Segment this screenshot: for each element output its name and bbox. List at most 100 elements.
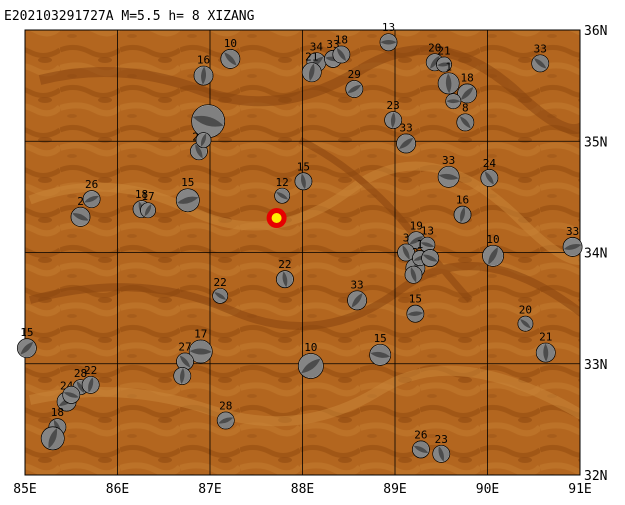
lon-tick-label: 86E [106, 482, 129, 497]
focal-mechanism [70, 206, 91, 227]
depth-label: 19 [410, 219, 423, 232]
depth-label: 18 [335, 33, 348, 46]
depth-label: 10 [304, 341, 317, 354]
compressional-quadrant [370, 351, 391, 365]
depth-label: 18 [51, 406, 64, 419]
focal-mechanism [369, 343, 392, 366]
compressional-quadrant [481, 171, 494, 186]
focal-mechanism [175, 188, 200, 213]
compressional-quadrant [41, 427, 58, 449]
lon-tick-label: 91E [568, 482, 591, 497]
depth-label: 34 [310, 40, 324, 53]
main-event-marker [266, 208, 287, 229]
focal-mechanism [345, 80, 364, 98]
focal-mechanism [176, 352, 194, 371]
compressional-quadrant [174, 367, 185, 384]
depth-label: 17 [141, 190, 154, 203]
compressional-quadrant [176, 189, 199, 204]
compressional-quadrant [405, 267, 417, 283]
focal-mechanism [384, 111, 403, 130]
compressional-quadrant [213, 292, 227, 303]
focal-mechanism [437, 165, 460, 188]
focal-mechanism [437, 72, 460, 95]
focal-mechanism [406, 304, 425, 323]
compressional-quadrant [437, 57, 451, 67]
lat-tick-label: 34N [584, 247, 607, 262]
depth-label: 26 [414, 428, 427, 441]
focal-mechanism [457, 83, 478, 104]
compressional-quadrant [275, 192, 289, 203]
depth-label: 22 [278, 258, 291, 271]
focal-mechanism [81, 375, 100, 394]
depth-label: 18 [461, 71, 474, 84]
compressional-quadrant [536, 343, 549, 362]
focal-mechanism [191, 104, 226, 139]
depth-label: 22 [84, 364, 97, 377]
depth-label: 28 [74, 367, 87, 380]
depth-label: 15 [181, 176, 194, 189]
compressional-quadrant [433, 446, 445, 462]
focal-mechanism [411, 440, 430, 459]
depth-label: 10 [224, 37, 237, 50]
focal-mechanism [332, 45, 351, 64]
focal-mechanism [445, 93, 462, 110]
focal-mechanism [379, 33, 398, 52]
compressional-quadrant [276, 271, 288, 288]
focal-mechanism [62, 385, 81, 404]
compressional-quadrant [438, 73, 452, 94]
compressional-quadrant [192, 115, 224, 138]
depth-label: 23 [387, 99, 400, 112]
compressional-quadrant [17, 339, 34, 355]
depth-label: 20 [519, 304, 532, 317]
compressional-quadrant [196, 133, 207, 147]
compressional-quadrant [457, 116, 471, 131]
depth-label: 16 [456, 194, 469, 207]
compressional-quadrant [483, 245, 498, 265]
compressional-quadrant [82, 376, 94, 393]
focal-mechanism [453, 205, 472, 224]
compressional-quadrant [302, 63, 315, 82]
focal-mechanism [274, 187, 291, 204]
compressional-quadrant [217, 412, 234, 424]
compressional-quadrant [190, 144, 203, 160]
compressional-quadrant [385, 112, 396, 129]
focal-mechanism [82, 190, 101, 209]
depth-label: 33 [399, 121, 412, 134]
depth-label: 24 [483, 157, 497, 170]
map-header: E202103291727A M=5.5 h= 8 XIZANG [4, 9, 255, 24]
compressional-quadrant [380, 40, 397, 51]
compressional-quadrant [446, 99, 461, 109]
depth-label: 21 [305, 50, 318, 63]
focal-mechanism [535, 342, 556, 363]
depth-label: 20 [428, 41, 441, 54]
lat-tick-label: 33N [584, 358, 607, 373]
focal-mechanism [436, 56, 452, 73]
axis-tick-labels: 85E 86E 87E 88E 89E 90E 91E 36N 35N 34N 33N 32N [13, 24, 607, 497]
compressional-quadrant [194, 66, 207, 85]
compressional-quadrant [454, 206, 466, 223]
compressional-quadrant [407, 305, 424, 316]
focal-mechanism [531, 54, 550, 73]
depth-label: 8 [462, 101, 469, 114]
focal-mechanism [195, 132, 212, 149]
depth-label: 33 [566, 225, 579, 238]
focal-mechanism [294, 172, 313, 191]
depth-label: 3 [403, 232, 410, 245]
compressional-quadrant [348, 291, 363, 308]
compressional-quadrant [422, 254, 438, 267]
compressional-quadrant [518, 319, 531, 331]
depth-label: 15 [409, 293, 422, 306]
depth-label: 15 [374, 332, 387, 345]
compressional-quadrant [532, 58, 547, 72]
focal-mechanism [404, 265, 423, 284]
compressional-quadrant [71, 213, 89, 226]
depth-label: 23 [435, 433, 448, 446]
main-event-star-icon [271, 213, 282, 224]
lon-tick-label: 89E [383, 482, 406, 497]
lon-tick-label: 87E [198, 482, 221, 497]
depth-label: 13 [421, 225, 434, 238]
depth-label: 13 [382, 21, 395, 34]
compressional-quadrant [333, 47, 346, 63]
event-title: E202103291727A M=5.5 h= 8 XIZANG [4, 9, 255, 24]
